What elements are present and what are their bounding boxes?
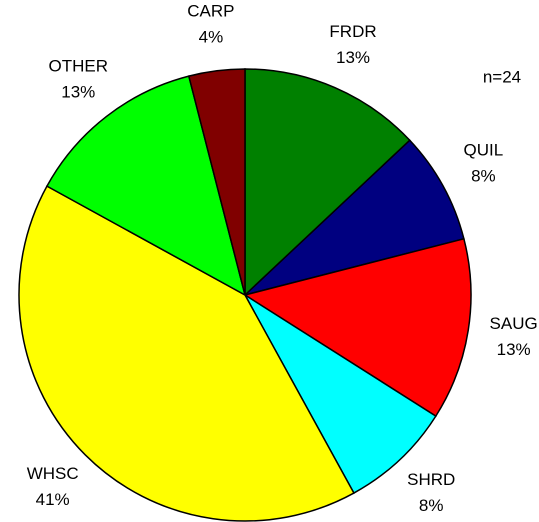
slice-label: CARP: [187, 2, 234, 21]
slice-label: SHRD: [407, 470, 455, 489]
slice-label: SAUG: [490, 314, 538, 333]
slice-value-label: 13%: [336, 48, 370, 67]
pie-slice: [187, 68, 246, 296]
pie-slice: [244, 294, 437, 495]
pie-slice: [243, 237, 472, 418]
slice-label: OTHER: [49, 57, 109, 76]
pie-slice: [18, 185, 355, 522]
slice-value-label: 41%: [36, 490, 70, 509]
annotation: n=24: [483, 67, 521, 86]
slice-label: FRDR: [329, 22, 376, 41]
pie-slice: [244, 139, 465, 296]
slice-value-label: 4%: [199, 28, 224, 47]
slice-label: WHSC: [27, 464, 79, 483]
slice-value-label: 13%: [497, 340, 531, 359]
slice-value-label: 8%: [471, 166, 496, 185]
slice-label: QUIL: [464, 140, 504, 159]
slice-value-label: 13%: [61, 83, 95, 102]
slice-value-label: 8%: [419, 496, 444, 515]
pie-slice: [244, 68, 411, 297]
pie-slice: [45, 75, 247, 297]
